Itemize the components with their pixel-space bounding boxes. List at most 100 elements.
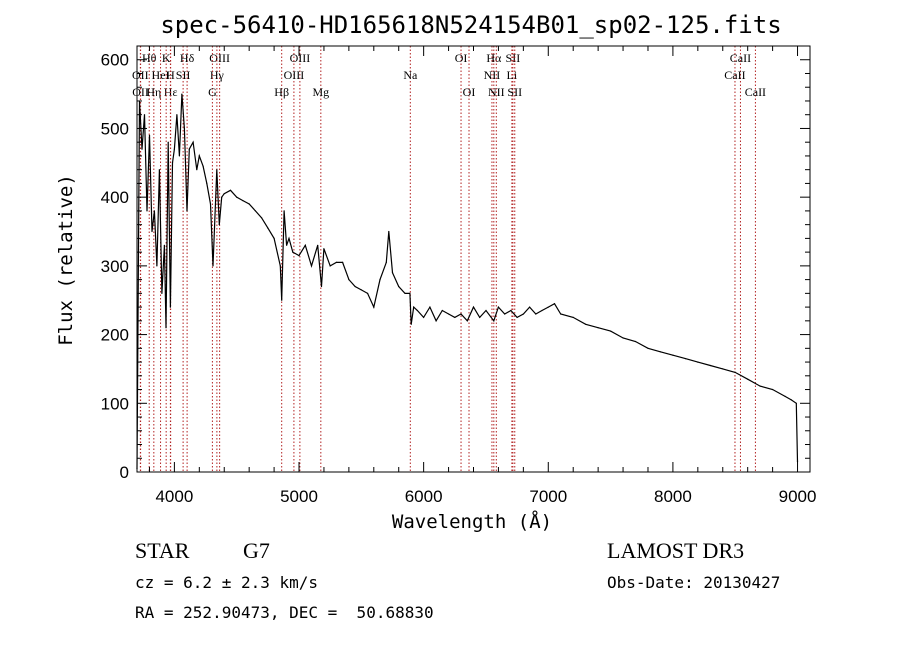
data-point: [298, 255, 300, 257]
data-point: [153, 210, 155, 212]
y-tick-label: 400: [101, 188, 129, 207]
line-label-10: OIII: [209, 51, 230, 65]
line-label-28: CaII: [745, 85, 766, 99]
x-axis-label: Wavelength (Å): [392, 510, 552, 533]
data-point: [497, 306, 499, 308]
line-label-0: Hθ: [142, 51, 157, 65]
data-point: [479, 316, 481, 318]
data-point: [261, 217, 263, 219]
y-axis-label: Flux (relative): [55, 174, 77, 346]
x-tick-label: 7000: [529, 487, 567, 506]
data-point: [466, 320, 468, 322]
data-point: [373, 306, 375, 308]
data-point: [212, 265, 214, 267]
line-label-18: OI: [455, 51, 468, 65]
observation-date: Obs-Date: 20130427: [607, 573, 781, 592]
survey-name: LAMOST DR3: [607, 538, 745, 563]
data-point: [795, 402, 797, 404]
data-point: [236, 196, 238, 198]
data-point: [585, 323, 587, 325]
data-point: [435, 320, 437, 322]
data-point: [597, 327, 599, 329]
data-point: [647, 347, 649, 349]
data-point: [410, 323, 412, 325]
data-point: [161, 292, 163, 294]
data-point: [248, 203, 250, 205]
line-label-26: CaII: [730, 51, 751, 65]
data-point: [304, 244, 306, 246]
line-label-25: SII: [507, 85, 522, 99]
line-label-21: NII: [484, 68, 501, 82]
series-line-0: [136, 94, 799, 469]
y-tick-label: 300: [101, 257, 129, 276]
data-point: [221, 196, 223, 198]
data-point: [385, 261, 387, 263]
data-point: [516, 316, 518, 318]
line-label-3: Hη: [146, 85, 161, 99]
y-tick-label: 200: [101, 326, 129, 345]
data-point: [454, 316, 456, 318]
data-point: [202, 165, 204, 167]
data-point: [460, 313, 462, 315]
data-point: [413, 306, 415, 308]
data-point: [342, 261, 344, 263]
spectrum-series: [136, 93, 799, 470]
line-label-9: Hδ: [180, 51, 195, 65]
data-point: [722, 368, 724, 370]
data-point: [560, 313, 562, 315]
data-point: [198, 155, 200, 157]
data-point: [348, 279, 350, 281]
data-point: [206, 182, 208, 184]
data-point: [423, 316, 425, 318]
ra-dec-coordinates: RA = 252.90473, DEC = 50.68830: [135, 603, 434, 622]
data-point: [504, 313, 506, 315]
data-point: [522, 313, 525, 315]
line-label-19: OI: [463, 85, 476, 99]
data-point: [529, 306, 531, 308]
data-point: [472, 306, 475, 308]
data-point: [367, 292, 369, 294]
data-point: [192, 141, 194, 143]
plot-frame: [136, 45, 811, 473]
data-point: [254, 210, 256, 212]
data-point: [335, 261, 337, 263]
data-point: [510, 309, 512, 312]
data-point: [273, 237, 275, 239]
data-point: [535, 313, 537, 315]
data-point: [659, 351, 662, 353]
object-subclass: G7: [243, 538, 270, 563]
data-point: [267, 227, 269, 229]
line-label-15: Hβ: [274, 85, 289, 99]
y-tick-label: 600: [101, 51, 129, 70]
data-point: [216, 169, 218, 171]
data-point: [634, 340, 637, 343]
data-point: [146, 210, 148, 212]
data-point: [360, 289, 362, 291]
data-point: [493, 320, 495, 322]
x-tick-label: 8000: [654, 487, 692, 506]
data-point: [181, 93, 183, 95]
line-label-6: K: [162, 51, 171, 65]
data-point: [167, 141, 169, 143]
chart-title: spec-56410-HD165618N524154B01_sp02-125.f…: [160, 11, 781, 39]
x-tick-label: 6000: [405, 487, 443, 506]
data-point: [610, 330, 612, 332]
data-point: [697, 361, 699, 363]
data-point: [747, 378, 749, 380]
data-point: [229, 189, 232, 191]
data-point: [223, 193, 225, 195]
data-point: [709, 364, 711, 367]
data-point: [292, 251, 294, 253]
data-point: [572, 316, 574, 318]
x-tick-label: 9000: [779, 487, 817, 506]
x-tick-label: 5000: [280, 487, 318, 506]
line-label-2: OII: [132, 85, 149, 99]
data-point: [183, 127, 185, 130]
data-point: [379, 279, 381, 281]
data-point: [209, 203, 212, 205]
data-point: [429, 306, 431, 308]
data-point: [441, 309, 443, 312]
data-point: [391, 272, 394, 274]
data-point: [286, 244, 288, 246]
